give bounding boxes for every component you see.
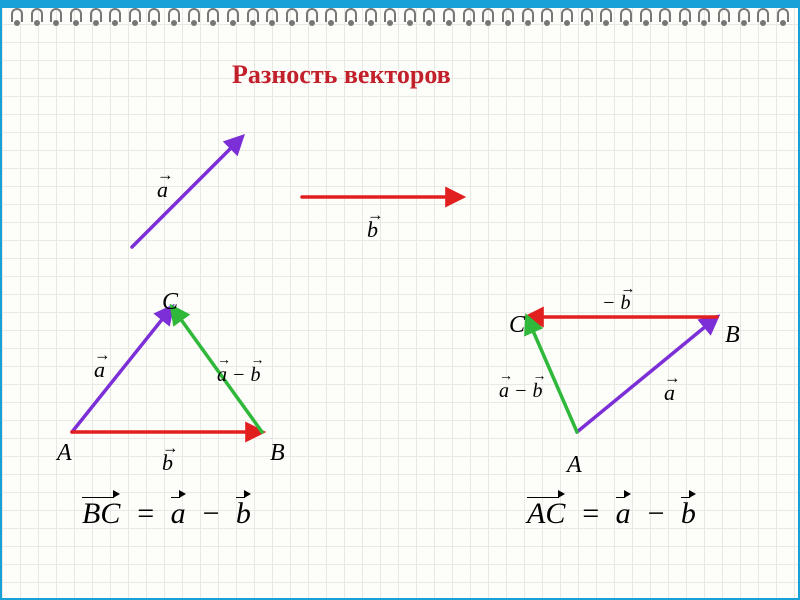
left-label-b: b xyxy=(162,450,173,476)
left-label-a: a xyxy=(94,357,105,383)
page-root: Разность векторов a b A B C a b xyxy=(0,0,800,600)
left-point-B: B xyxy=(270,440,285,467)
label-vector-a: a xyxy=(157,177,168,203)
left-label-diff: a − b xyxy=(217,364,261,387)
spiral-binding xyxy=(2,8,798,42)
left-point-C: C xyxy=(162,289,178,316)
right-label-diff: a − b xyxy=(499,380,543,403)
left-point-A: A xyxy=(57,440,72,467)
left-equation: BC = a − b xyxy=(82,497,251,531)
right-equation: AC = a − b xyxy=(527,497,696,531)
right-point-C: C xyxy=(509,312,525,339)
right-vector-a xyxy=(577,317,717,432)
vector-a-free xyxy=(132,137,242,247)
label-vector-b: b xyxy=(367,217,378,243)
right-point-A: A xyxy=(567,452,582,479)
page-title: Разность векторов xyxy=(232,60,451,90)
right-label-a: a xyxy=(664,380,675,406)
right-point-B: B xyxy=(725,322,740,349)
right-label-neg-b: − b xyxy=(602,292,631,315)
left-vector-a xyxy=(72,307,172,432)
